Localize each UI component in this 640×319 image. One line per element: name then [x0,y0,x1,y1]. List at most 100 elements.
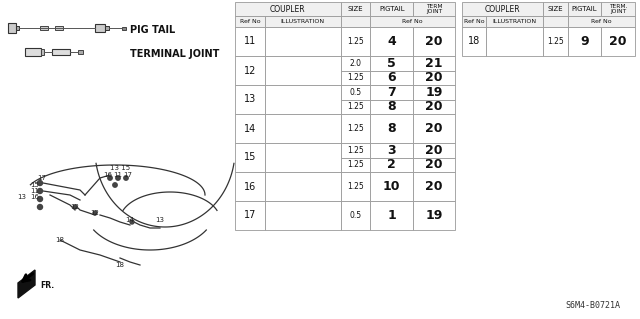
Bar [25,48,41,56]
Bar [265,114,340,143]
Text: 16: 16 [104,172,113,178]
Circle shape [38,189,42,194]
Bar [340,172,371,201]
Circle shape [124,176,128,180]
Bar [413,100,455,114]
Text: 6: 6 [387,71,396,84]
Text: 17: 17 [38,175,47,181]
Circle shape [38,197,42,202]
Text: 20: 20 [426,71,443,84]
Circle shape [38,181,42,186]
Text: TERMINAL JOINT: TERMINAL JOINT [130,49,220,59]
Text: 1.25: 1.25 [347,182,364,191]
Text: Ref No: Ref No [239,19,260,24]
Bar [371,27,413,56]
Bar [105,26,109,30]
Bar [265,16,340,27]
Bar [340,56,371,70]
Bar [78,50,83,54]
Bar [371,158,413,172]
Text: 16: 16 [31,194,40,200]
Text: 20: 20 [426,100,443,113]
Bar [413,27,455,56]
Text: 12: 12 [244,65,256,76]
Bar [265,56,340,85]
Text: 1.25: 1.25 [347,37,364,46]
Text: 15: 15 [31,182,40,188]
Text: 17: 17 [244,211,256,220]
Text: 14: 14 [244,123,256,133]
Text: 1.25: 1.25 [547,37,564,46]
Bar [235,201,265,230]
Bar [235,56,265,85]
Bar [413,172,455,201]
Text: 4: 4 [387,35,396,48]
Text: 1.25: 1.25 [347,124,364,133]
Text: 11: 11 [113,172,122,178]
Text: TERM.
JOINT: TERM. JOINT [609,4,627,14]
Circle shape [108,176,112,180]
Text: 1.25: 1.25 [347,160,364,169]
Text: 20: 20 [426,158,443,171]
Bar [52,49,70,55]
Bar [371,2,413,16]
Bar [265,85,340,114]
Bar [601,27,635,56]
Bar [543,27,568,56]
Text: 20: 20 [609,35,627,48]
Bar [265,27,340,56]
Bar [340,70,371,85]
Text: 2: 2 [387,158,396,171]
Text: Ref No: Ref No [464,19,484,24]
Text: 5: 5 [387,57,396,70]
Bar [462,27,486,56]
Text: TERM
JOINT: TERM JOINT [426,4,442,14]
Text: 13: 13 [156,217,164,223]
Text: S6M4-B0721A: S6M4-B0721A [565,301,620,310]
Text: 12: 12 [91,210,99,216]
Text: 20: 20 [426,144,443,157]
Bar [568,2,601,16]
Text: 20: 20 [426,180,443,193]
Bar [235,16,265,27]
Bar [340,2,371,16]
Circle shape [93,211,97,215]
Bar [95,24,105,32]
Text: 10: 10 [383,180,401,193]
Bar [413,114,455,143]
Text: 1.25: 1.25 [347,73,364,82]
Text: 17: 17 [124,172,132,178]
Text: 18: 18 [468,36,480,47]
Text: PIGTAIL: PIGTAIL [379,6,404,12]
Bar [371,143,413,158]
Bar [371,201,413,230]
Bar [462,2,543,16]
Text: COUPLER: COUPLER [270,4,306,13]
Text: 9: 9 [580,35,589,48]
Text: PIG TAIL: PIG TAIL [130,25,175,35]
Text: 19: 19 [426,86,443,99]
Bar [235,2,340,16]
Bar [568,27,601,56]
Circle shape [113,183,117,187]
Bar [371,100,413,114]
Text: 1.25: 1.25 [347,102,364,111]
Bar [235,143,265,172]
Bar [340,201,371,230]
Bar [235,172,265,201]
Bar [265,172,340,201]
Text: SIZE: SIZE [548,6,563,12]
Text: 18: 18 [115,262,125,268]
Text: Ref No: Ref No [591,19,612,24]
Text: ILLUSTRATION: ILLUSTRATION [280,19,324,24]
Text: 14: 14 [125,217,134,223]
Text: ILLUSTRATION: ILLUSTRATION [493,19,537,24]
Bar [41,49,44,55]
Bar [8,23,16,33]
Text: 0.5: 0.5 [349,88,362,97]
Text: 8: 8 [387,122,396,135]
Bar [340,85,371,100]
Circle shape [73,205,77,209]
Text: 3: 3 [387,144,396,157]
Bar [371,16,455,27]
